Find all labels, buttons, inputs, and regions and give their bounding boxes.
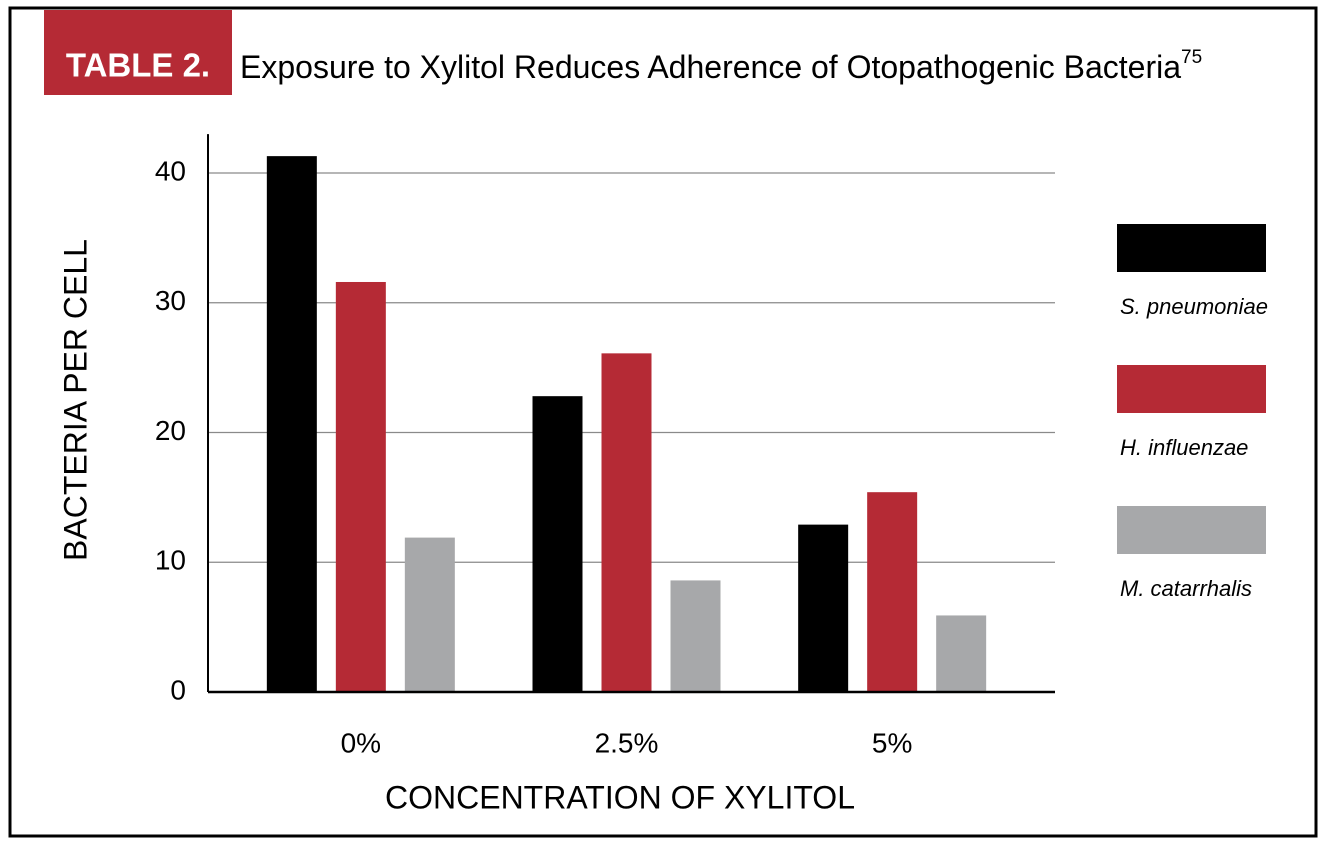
x-tick-label: 2.5%: [595, 727, 659, 758]
bar: [798, 524, 849, 692]
bar: [601, 353, 652, 692]
bar: [404, 537, 455, 692]
x-tick-label: 5%: [872, 727, 912, 758]
label-box: [44, 10, 232, 95]
legend-swatch: [1117, 506, 1266, 554]
x-tick-label: 0%: [341, 727, 381, 758]
chart-title: Exposure to Xylitol Reduces Adherence of…: [240, 47, 1202, 85]
y-tick-label: 20: [155, 415, 186, 446]
title-text: Exposure to Xylitol Reduces Adherence of…: [240, 49, 1181, 85]
bar: [936, 615, 987, 692]
y-tick-label: 40: [155, 155, 186, 186]
y-tick-label: 10: [155, 545, 186, 576]
legend-label: S. pneumoniae: [1120, 294, 1268, 319]
title-reference: 75: [1181, 47, 1202, 68]
frame: [8, 6, 1318, 838]
bar: [670, 580, 721, 692]
bar: [335, 281, 386, 692]
y-tick-label: 30: [155, 285, 186, 316]
legend-swatch: [1117, 365, 1266, 413]
y-tick-label: 0: [170, 674, 186, 705]
legend-swatch: [1117, 224, 1266, 272]
legend-label: H. influenzae: [1120, 435, 1248, 460]
x-axis-label: CONCENTRATION OF XYLITOL: [385, 779, 855, 815]
y-axis-label: BACTERIA PER CELL: [57, 239, 93, 561]
table-label: TABLE 2.: [66, 47, 210, 84]
legend-label: M. catarrhalis: [1120, 576, 1252, 601]
bar: [867, 492, 918, 692]
bar: [532, 396, 583, 692]
bar: [266, 156, 317, 692]
